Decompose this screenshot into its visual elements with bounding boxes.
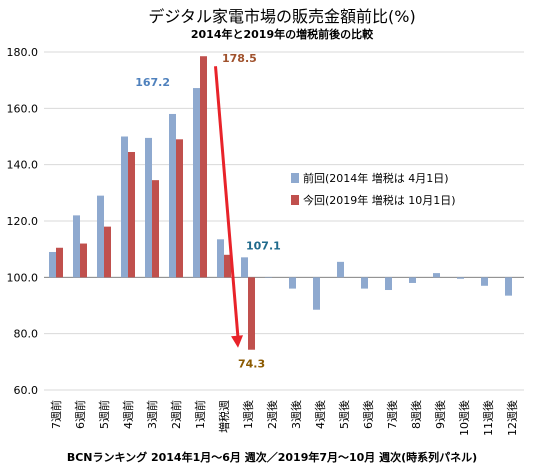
bar-series2 xyxy=(248,277,255,350)
x-tick-label: 4週前 xyxy=(121,400,135,429)
x-tick-label: 1週前 xyxy=(193,400,207,429)
bar-series1 xyxy=(361,277,368,289)
chart-title: デジタル家電市場の販売金額前比(%) xyxy=(148,7,415,26)
legend-swatch xyxy=(291,195,299,205)
bar-series1 xyxy=(457,277,464,279)
x-axis-labels: 7週前 6週前 5週前 4週前 3週前 2週前 1週前 増税週 1週後 2週後 3週後 4週後 5週後 6… xyxy=(49,400,519,436)
y-tick-label: 160.0 xyxy=(7,102,39,115)
bar-series1 xyxy=(193,88,200,278)
x-tick-label: 2週前 xyxy=(169,400,183,429)
x-tick-label: 4週後 xyxy=(313,400,327,429)
x-tick-label: 7週前 xyxy=(49,400,63,429)
y-tick-label: 80.0 xyxy=(14,328,39,341)
legend-label: 今回(2019年 増税は 10月1日) xyxy=(303,193,456,207)
x-tick-label: 3週後 xyxy=(289,400,303,429)
bar-series2 xyxy=(80,243,87,278)
x-tick-label: 10週後 xyxy=(457,400,471,436)
bar-series1 xyxy=(409,277,416,283)
bar-series1 xyxy=(265,277,272,278)
x-tick-label: 5週後 xyxy=(337,400,351,429)
bar-series1 xyxy=(481,277,488,286)
x-tick-label: 1週後 xyxy=(241,400,255,429)
bar-series1 xyxy=(505,277,512,296)
x-tick-label: 3週前 xyxy=(145,400,159,429)
bar-series2 xyxy=(152,180,159,278)
chart-footer: BCNランキング 2014年1月～6月 週次／2019年7月～10月 週次(時系… xyxy=(67,450,477,464)
y-axis-ticks: 60.0 80.0 100.0 120.0 140.0 160.0 180.0 xyxy=(7,46,39,397)
bars xyxy=(49,56,512,350)
bar-series1 xyxy=(433,273,440,278)
legend-swatch xyxy=(291,173,299,183)
data-label: 107.1 xyxy=(246,239,281,252)
bar-series2 xyxy=(56,247,63,278)
x-tick-label: 2週後 xyxy=(265,400,279,429)
bar-series2 xyxy=(104,226,111,278)
drop-arrow-head xyxy=(231,335,244,348)
bar-series1 xyxy=(121,136,128,278)
y-tick-label: 180.0 xyxy=(7,46,39,59)
x-tick-label: 5週前 xyxy=(97,400,111,429)
x-tick-label: 8週後 xyxy=(409,400,423,429)
bar-series1 xyxy=(217,239,224,278)
data-label: 167.2 xyxy=(135,76,170,89)
bar-series1 xyxy=(145,137,152,278)
x-tick-label: 増税週 xyxy=(217,400,231,433)
gridlines xyxy=(44,51,524,391)
x-tick-label: 12週後 xyxy=(505,400,519,436)
bar-series1 xyxy=(169,113,176,278)
bar-series1 xyxy=(97,195,104,278)
data-label: 178.5 xyxy=(222,52,257,65)
bar-series1 xyxy=(385,277,392,291)
bar-series1 xyxy=(313,277,320,310)
y-tick-label: 120.0 xyxy=(7,215,39,228)
bar-series2 xyxy=(224,254,231,278)
bar-series1 xyxy=(337,261,344,278)
bar-series1 xyxy=(289,277,296,289)
bar-series1 xyxy=(49,251,56,278)
bar-series2 xyxy=(200,56,207,278)
data-label: 74.3 xyxy=(238,358,265,371)
annotations: 167.2 178.5 107.1 74.3 xyxy=(135,52,281,370)
bar-series1 xyxy=(73,215,80,278)
bar-series1 xyxy=(241,257,248,278)
x-tick-label: 11週後 xyxy=(481,400,495,436)
x-tick-label: 6週後 xyxy=(361,400,375,429)
legend: 前回(2014年 増税は 4月1日) 今回(2019年 増税は 10月1日) xyxy=(291,171,456,207)
y-tick-label: 100.0 xyxy=(7,271,39,284)
x-tick-label: 9週後 xyxy=(433,400,447,429)
x-tick-label: 6週前 xyxy=(73,400,87,429)
bar-series2 xyxy=(176,139,183,278)
legend-label: 前回(2014年 増税は 4月1日) xyxy=(303,171,449,185)
bar-series2 xyxy=(128,151,135,278)
y-tick-label: 140.0 xyxy=(7,159,39,172)
chart-subtitle: 2014年と2019年の増税前後の比較 xyxy=(191,27,374,41)
x-tick-label: 7週後 xyxy=(385,400,399,429)
y-tick-label: 60.0 xyxy=(14,384,39,397)
drop-arrow-shaft xyxy=(214,66,240,338)
